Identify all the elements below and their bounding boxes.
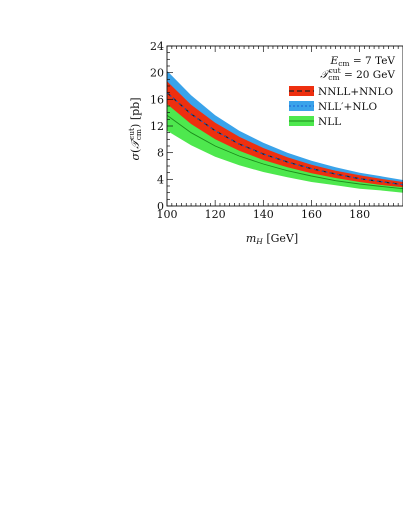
x-tick-label: 160 xyxy=(301,208,322,221)
annotation-energy: Ecm = 7 TeV xyxy=(330,55,396,68)
y-axis-label: σ(𝒯cmcut) [pb] xyxy=(127,97,143,160)
y-tick-labels: 0 4 8 12 16 20 24 xyxy=(150,40,164,213)
legend-label-nnll-nnlo: NNLL+NNLO xyxy=(318,86,393,98)
x-tick-label: 100 xyxy=(157,208,178,221)
central-line-nll xyxy=(166,114,403,190)
y-tick-label: 0 xyxy=(157,200,164,213)
legend-label-nll: NLL xyxy=(318,116,341,128)
y-tick-label: 16 xyxy=(150,93,164,106)
y-tick-label: 24 xyxy=(150,40,164,53)
svg-text:𝒯cmcut = 20 GeV: 𝒯cmcut = 20 GeV xyxy=(320,66,395,82)
y-tick-label: 20 xyxy=(150,67,164,80)
legend: NNLL+NNLO NLL′+NLO NLL xyxy=(289,86,393,128)
y-tick-label: 8 xyxy=(157,147,164,160)
legend-label-nll-nlo: NLL′+NLO xyxy=(318,101,377,113)
x-axis-label: mH [GeV] xyxy=(246,232,298,246)
x-tick-label: 120 xyxy=(205,208,226,221)
annotation-cut: 𝒯cmcut = 20 GeV xyxy=(320,66,395,82)
svg-text:Ecm = 7 TeV: Ecm = 7 TeV xyxy=(330,55,396,68)
central-line-nll-nlo xyxy=(166,92,403,186)
x-tick-labels: 100 120 140 160 180 xyxy=(157,208,371,221)
y-tick-label: 4 xyxy=(157,173,164,186)
x-tick-label: 180 xyxy=(349,208,370,221)
x-tick-label: 140 xyxy=(253,208,274,221)
band-nnll-nnlo xyxy=(167,81,403,188)
y-tick-label: 12 xyxy=(150,120,164,133)
axis-ticks xyxy=(166,45,403,207)
central-curves xyxy=(166,92,403,190)
